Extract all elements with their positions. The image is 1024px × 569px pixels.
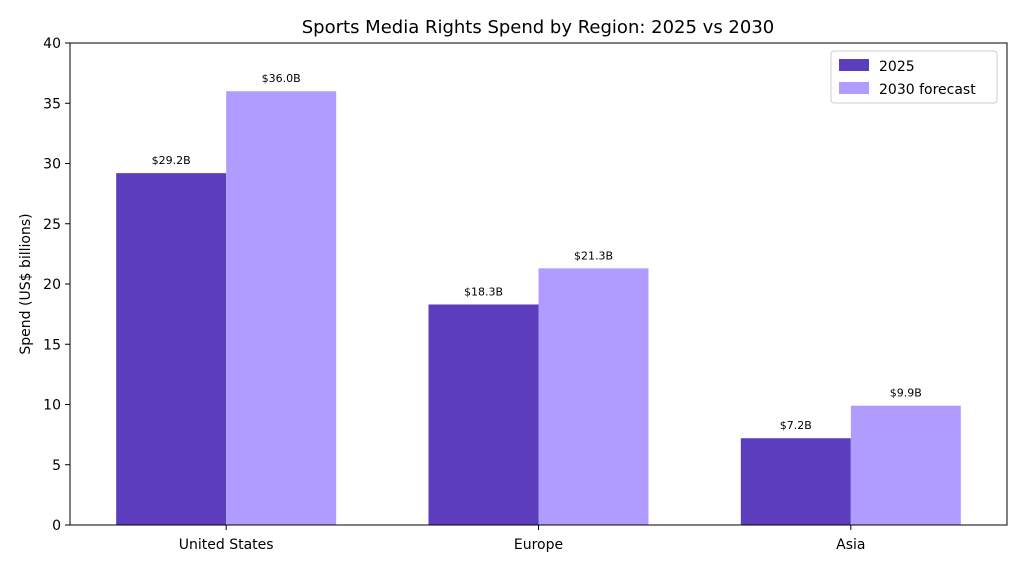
y-axis-label: Spend (US$ billions): [18, 213, 34, 354]
x-tick-label: Asia: [836, 537, 865, 553]
data-label: $29.2B: [152, 154, 191, 167]
y-tick-label: 40: [43, 36, 61, 52]
bar-2030-forecast-asia: [850, 405, 961, 525]
data-label: $9.9B: [890, 387, 922, 400]
y-tick-label: 0: [52, 518, 61, 534]
y-tick-label: 10: [43, 398, 61, 414]
bar-2030-forecast-united-states: [226, 91, 337, 525]
legend-box: [830, 50, 998, 104]
bar-2030-forecast-europe: [538, 268, 649, 525]
y-axis: 0 5 10 15 20 25 30 35 40: [43, 36, 70, 534]
data-labels-group: $29.2B $36.0B $18.3B $21.3B $7.2B $9.9B: [152, 72, 922, 432]
x-axis: United States Europe Asia: [179, 525, 866, 553]
legend-swatch: [839, 59, 869, 71]
y-tick-label: 25: [43, 217, 61, 233]
legend-label: 2030 forecast: [879, 82, 976, 98]
y-tick-label: 5: [52, 458, 61, 474]
bar-2025-united-states: [116, 173, 227, 525]
bar-2025-europe: [428, 304, 539, 525]
plot-frame: [69, 42, 1008, 526]
y-tick-label: 20: [43, 277, 61, 293]
chart-title: Sports Media Rights Spend by Region: 202…: [302, 17, 774, 38]
bars-group: [116, 91, 961, 525]
legend-label: 2025: [879, 59, 915, 75]
y-tick-label: 35: [43, 96, 61, 112]
x-tick-label: United States: [179, 537, 274, 553]
data-label: $21.3B: [574, 249, 613, 262]
legend-swatch: [839, 82, 869, 94]
data-label: $18.3B: [464, 285, 503, 298]
bar-2025-asia: [740, 438, 851, 525]
data-label: $36.0B: [262, 72, 301, 85]
legend: 2025 2030 forecast: [830, 50, 998, 104]
x-tick-label: Europe: [514, 537, 563, 553]
y-tick-label: 30: [43, 157, 61, 173]
y-tick-label: 15: [43, 337, 61, 353]
data-label: $7.2B: [780, 419, 812, 432]
